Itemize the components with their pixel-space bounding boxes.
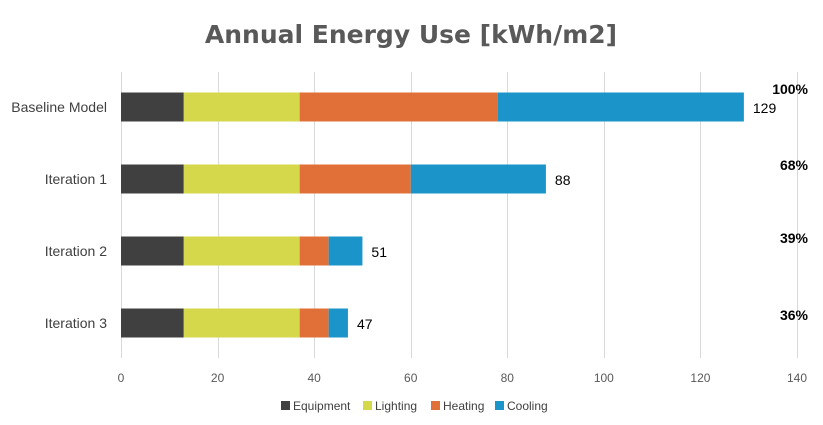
bar-equipment-1	[121, 92, 184, 122]
x-tick-label: 60	[404, 371, 418, 385]
legend-swatch-heating	[431, 401, 440, 410]
x-tick-label: 100	[594, 371, 614, 385]
legend-label-equipment: Equipment	[293, 399, 351, 413]
bar-heating-1	[299, 92, 498, 122]
legend-swatch-cooling	[495, 401, 504, 410]
legend-label-cooling: Cooling	[507, 399, 548, 413]
percentage-label: 100%	[772, 81, 808, 97]
bar-equipment-3	[121, 236, 184, 266]
bar-equipment-2	[121, 164, 184, 194]
x-tick-label: 120	[690, 371, 710, 385]
bar-lighting-3	[183, 236, 300, 266]
x-tick-label: 20	[211, 371, 225, 385]
percentage-label: 68%	[780, 157, 809, 173]
x-tick-label: 0	[118, 371, 125, 385]
x-tick-label: 140	[787, 371, 807, 385]
category-label: Iteration 2	[45, 243, 107, 259]
labels: 0 20 40 60 80 100 120 140 Baseline Model 129 100% I…	[11, 81, 808, 385]
x-tick-label: 40	[307, 371, 321, 385]
total-label: 88	[555, 172, 571, 188]
x-tick-label: 80	[501, 371, 515, 385]
total-label: 129	[753, 100, 777, 116]
bar-lighting-4	[183, 308, 300, 338]
category-label: Iteration 3	[45, 315, 107, 331]
percentage-label: 39%	[780, 230, 809, 246]
legend-label-heating: Heating	[443, 399, 484, 413]
bar-heating-4	[299, 308, 329, 338]
legend-swatch-equipment	[281, 401, 290, 410]
legend-swatch-lighting	[363, 401, 372, 410]
bar-lighting-1	[183, 92, 300, 122]
bar-lighting-2	[183, 164, 300, 194]
bar-cooling-4	[328, 308, 348, 338]
bar-heating-3	[299, 236, 329, 266]
total-label: 51	[371, 244, 387, 260]
bar-cooling-1	[497, 92, 744, 122]
category-label: Baseline Model	[11, 99, 107, 115]
bars	[121, 92, 744, 338]
category-label: Iteration 1	[45, 171, 107, 187]
legend-label-lighting: Lighting	[375, 399, 417, 413]
bar-cooling-3	[328, 236, 363, 266]
bar-heating-2	[299, 164, 411, 194]
legend: Equipment Lighting Heating Cooling	[281, 399, 548, 413]
chart-title: Annual Energy Use [kWh/m2]	[205, 20, 617, 49]
percentage-label: 36%	[780, 307, 809, 323]
total-label: 47	[357, 316, 373, 332]
bar-equipment-4	[121, 308, 184, 338]
bar-cooling-2	[410, 164, 546, 194]
